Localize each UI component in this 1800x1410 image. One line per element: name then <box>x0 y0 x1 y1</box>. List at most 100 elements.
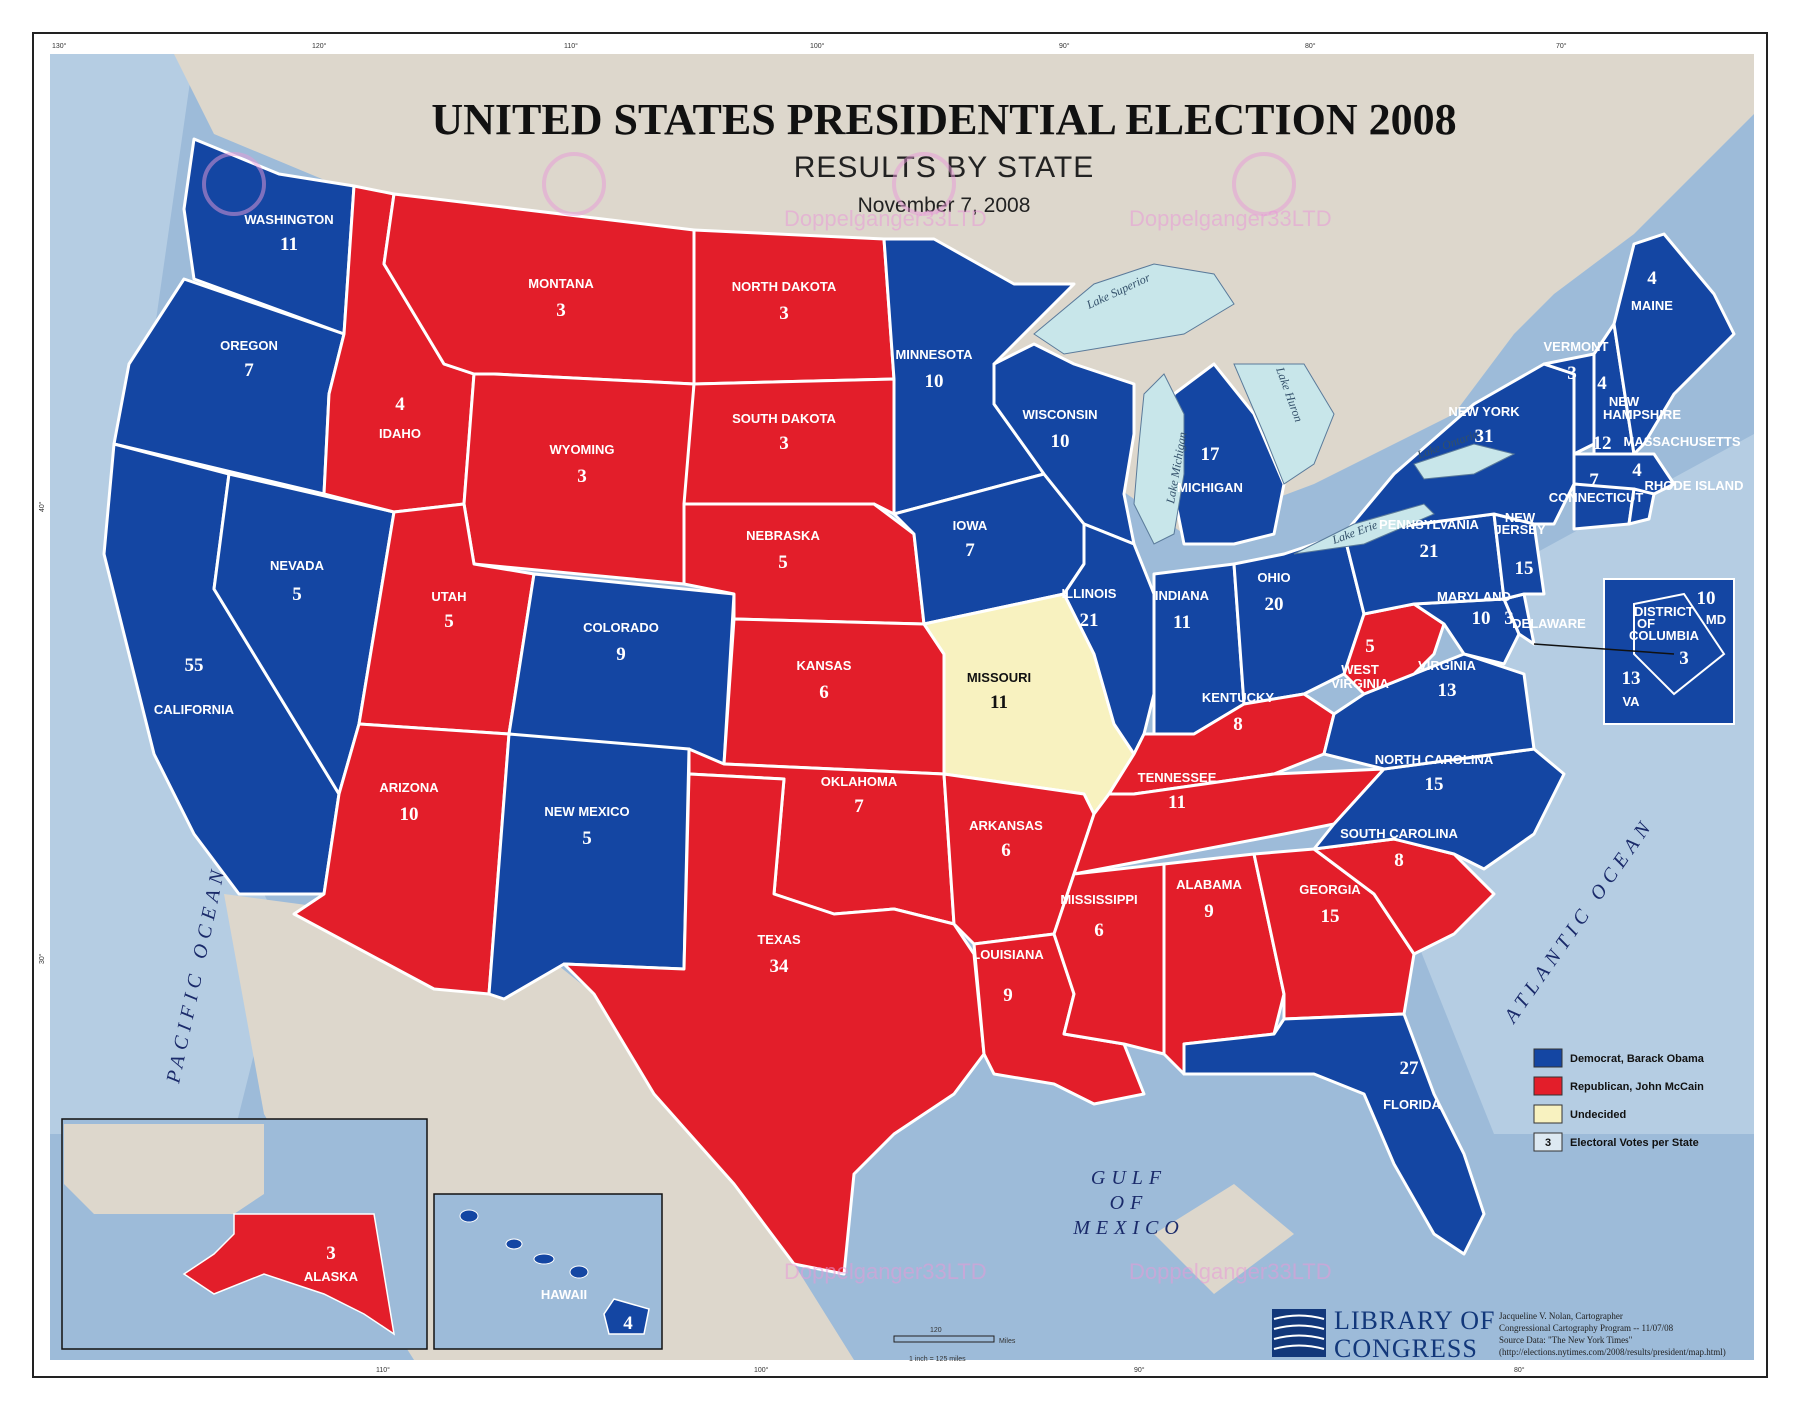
watermark: Doppelganger33LTD Doppelganger33LTD Dopp… <box>202 152 1332 1284</box>
votes-michigan: 17 <box>1201 444 1221 465</box>
votes-nebraska: 5 <box>778 552 788 573</box>
label-tennessee: TENNESSEE <box>1138 770 1217 785</box>
label-north-carolina: NORTH CAROLINA <box>1375 752 1494 767</box>
label-arizona: ARIZONA <box>379 780 439 795</box>
label-new-jersey-2: JERSEY <box>1494 522 1546 537</box>
votes-georgia: 15 <box>1321 906 1340 927</box>
legend-swatch-democrat <box>1533 1048 1563 1068</box>
legend-undecided: Undecided <box>1570 1109 1626 1121</box>
votes-iowa: 7 <box>965 540 975 561</box>
votes-california: 55 <box>185 655 204 676</box>
label-virginia: VIRGINIA <box>1418 658 1476 673</box>
label-new-jersey-1: NEW <box>1505 510 1536 525</box>
credit-line4: (http://elections.nytimes.com/2008/resul… <box>1499 1347 1726 1357</box>
tick-top-5: 80° <box>1305 42 1316 50</box>
loc-line2: CONGRESS <box>1334 1334 1478 1363</box>
library-of-congress-logo: LIBRARY OF CONGRESS <box>1272 1306 1494 1363</box>
tick-left-0: 40° <box>38 501 46 512</box>
legend-swatch-undecided <box>1533 1104 1563 1124</box>
state-south-dakota[interactable] <box>682 377 896 516</box>
votes-vermont: 3 <box>1567 363 1577 384</box>
state-massachusetts[interactable] <box>1572 452 1676 496</box>
votes-massachusetts: 12 <box>1593 433 1612 454</box>
state-wisconsin[interactable] <box>992 342 1136 546</box>
legend-votes: Electoral Votes per State <box>1570 1137 1699 1149</box>
scale-ratio: 1 inch = 125 miles <box>909 1356 966 1363</box>
gulf-label-2: OF <box>1110 1192 1149 1214</box>
votes-connecticut: 7 <box>1589 470 1599 491</box>
label-south-dakota: SOUTH DAKOTA <box>732 411 836 426</box>
lake-erie <box>1293 503 1435 555</box>
votes-pennsylvania: 21 <box>1420 541 1439 562</box>
label-arkansas: ARKANSAS <box>969 818 1043 833</box>
votes-south-dakota: 3 <box>779 433 789 454</box>
label-oklahoma: OKLAHOMA <box>821 774 898 789</box>
label-minnesota: MINNESOTA <box>895 347 973 362</box>
label-alaska: ALASKA <box>304 1269 359 1284</box>
votes-alaska: 3 <box>326 1243 336 1264</box>
label-oregon: OREGON <box>220 338 278 353</box>
votes-oklahoma: 7 <box>854 796 864 817</box>
legend-democrat: Democrat, Barack Obama <box>1570 1053 1705 1065</box>
state-alaska[interactable] <box>182 1213 396 1336</box>
tick-top-4: 90° <box>1059 42 1070 50</box>
state-kansas[interactable] <box>722 617 946 776</box>
label-idaho: IDAHO <box>379 426 421 441</box>
tick-bottom-3: 80° <box>1514 1366 1525 1374</box>
label-washington: WASHINGTON <box>244 212 333 227</box>
state-north-carolina[interactable] <box>1312 747 1566 871</box>
state-florida[interactable] <box>1182 1012 1486 1256</box>
label-missouri: MISSOURI <box>967 670 1031 685</box>
credit-line2: Congressional Cartography Program -- 11/… <box>1499 1323 1674 1333</box>
votes-new-york: 31 <box>1475 426 1494 447</box>
state-vermont[interactable] <box>1542 352 1596 456</box>
label-connecticut: CONNECTICUT <box>1549 490 1644 505</box>
label-pennsylvania: PENNSYLVANIA <box>1379 517 1480 532</box>
votes-kentucky: 8 <box>1233 714 1243 735</box>
votes-arkansas: 6 <box>1001 840 1011 861</box>
votes-washington: 11 <box>280 234 298 255</box>
votes-nevada: 5 <box>292 584 302 605</box>
label-new-hampshire-1: NEW <box>1609 394 1640 409</box>
label-illinois: ILLINOIS <box>1062 586 1117 601</box>
votes-north-carolina: 15 <box>1425 774 1444 795</box>
tick-top-6: 70° <box>1556 42 1567 50</box>
label-massachusetts: MASSACHUSETTS <box>1623 434 1740 449</box>
state-new-mexico[interactable] <box>487 732 691 1001</box>
label-wisconsin: WISCONSIN <box>1022 407 1097 422</box>
label-kentucky: KENTUCKY <box>1202 690 1275 705</box>
watermark-text-1: Doppelganger33LTD <box>784 206 987 231</box>
state-maine[interactable] <box>1612 232 1736 456</box>
tick-left-1: 30° <box>38 953 46 964</box>
dc-line1: DISTRICT <box>1634 604 1694 619</box>
state-hawaii[interactable] <box>603 1298 650 1335</box>
votes-louisiana: 9 <box>1003 985 1013 1006</box>
votes-new-hampshire: 4 <box>1597 373 1607 394</box>
state-rhode-island[interactable] <box>1627 487 1656 526</box>
state-texas[interactable] <box>562 772 986 1276</box>
credit-line3: Source Data: "The New York Times" <box>1499 1335 1633 1345</box>
lake-ontario <box>1413 443 1516 480</box>
dc-line3: COLUMBIA <box>1629 628 1700 643</box>
votes-idaho: 4 <box>395 394 405 415</box>
label-montana: MONTANA <box>528 276 594 291</box>
votes-tennessee: 11 <box>1168 792 1186 813</box>
votes-kansas: 6 <box>819 682 829 703</box>
label-nevada: NEVADA <box>270 558 325 573</box>
label-louisiana: LOUISIANA <box>972 947 1044 962</box>
dc-inset-va-votes: 13 <box>1622 668 1641 689</box>
label-west-virginia-2: VIRGINIA <box>1331 676 1389 691</box>
lake-superior <box>1033 263 1235 355</box>
votes-virginia: 13 <box>1438 680 1457 701</box>
votes-delaware: 3 <box>1504 608 1514 629</box>
label-vermont: VERMONT <box>1544 339 1609 354</box>
votes-north-dakota: 3 <box>779 303 789 324</box>
votes-wisconsin: 10 <box>1051 431 1070 452</box>
votes-rhode-island: 4 <box>1632 460 1642 481</box>
dc-inset-md-label: MD <box>1706 612 1726 627</box>
watermark-text-4: Doppelganger33LTD <box>1129 1259 1332 1284</box>
votes-alabama: 9 <box>1204 901 1214 922</box>
state-north-dakota[interactable] <box>692 228 896 386</box>
label-new-hampshire-2: HAMPSHIRE <box>1603 407 1681 422</box>
label-texas: TEXAS <box>757 932 801 947</box>
